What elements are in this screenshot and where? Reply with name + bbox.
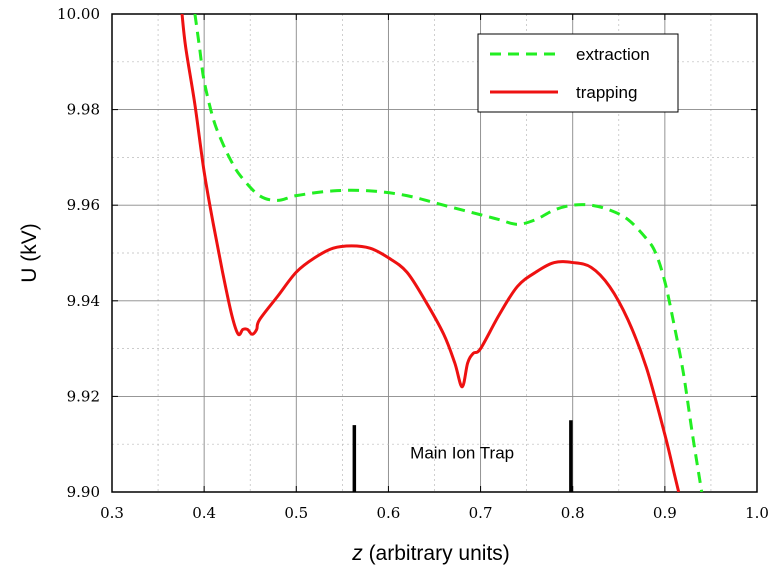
x-axis-label-units: (arbitrary units) (363, 542, 510, 565)
series-line-extraction (193, 14, 704, 492)
tick-labels: 0.3 0.4 0.5 0.6 0.7 0.8 0.9 1.0 9.90 9.92 9.94 9.96… (57, 5, 769, 522)
x-tick-label: 0.8 (561, 504, 585, 522)
y-tick-label: 10.00 (57, 5, 100, 23)
legend-label-extraction: extraction (576, 45, 650, 64)
x-tick-label: 1.0 (745, 504, 769, 522)
series-line-trapping (180, 14, 681, 492)
y-tick-label: 9.94 (67, 292, 100, 310)
x-tick-label: 0.9 (653, 504, 677, 522)
x-tick-label: 0.3 (100, 504, 124, 522)
x-tick-label: 0.5 (284, 504, 308, 522)
annotation-main-ion-trap: Main Ion Trap (410, 444, 514, 463)
x-tick-label: 0.6 (376, 504, 400, 522)
tick-marks (111, 13, 758, 493)
legend-label-trapping: trapping (576, 83, 637, 102)
y-axis-label: U (kV) (18, 223, 41, 283)
x-axis-label-symbol: z (351, 542, 363, 565)
y-tick-label: 9.96 (67, 196, 100, 214)
x-tick-label: 0.4 (192, 504, 216, 522)
legend: extraction trapping (477, 33, 679, 113)
x-tick-label: 0.7 (469, 504, 493, 522)
y-tick-label: 9.92 (67, 387, 100, 405)
legend-box (477, 33, 679, 113)
series-lines (180, 14, 704, 492)
y-tick-label: 9.90 (67, 483, 100, 501)
trap-markers (352, 420, 573, 492)
plot-frame (111, 13, 758, 493)
x-axis-label: z (arbitrary units) (351, 542, 510, 565)
y-tick-label: 9.98 (67, 101, 100, 119)
